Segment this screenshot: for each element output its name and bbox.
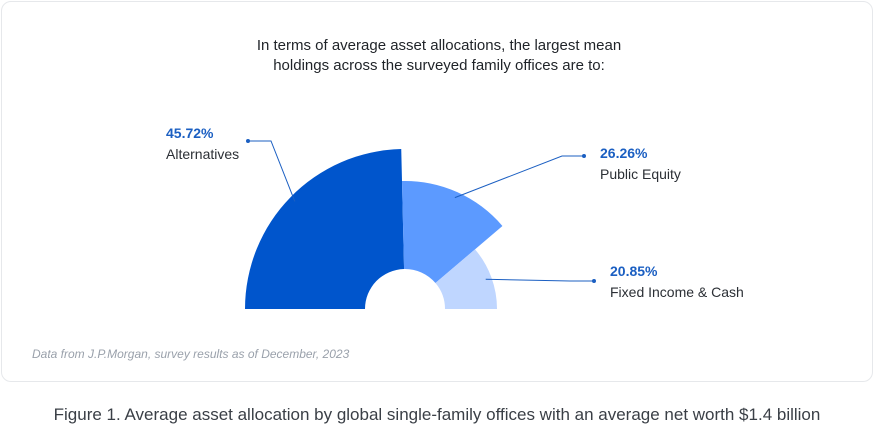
- chart-title: In terms of average asset allocations, t…: [2, 36, 874, 76]
- leader-line: [485, 278, 594, 282]
- leader-dot: [246, 139, 250, 143]
- leader-dot: [582, 154, 586, 158]
- source-note: Data from J.P.Morgan, survey results as …: [32, 347, 350, 361]
- slice-alternatives: [245, 149, 405, 309]
- slice-category-label: Alternatives: [166, 146, 239, 162]
- chart-title-line-2: holdings across the surveyed family offi…: [273, 57, 605, 74]
- leader-line: [454, 155, 584, 199]
- figure-caption: Figure 1. Average asset allocation by gl…: [53, 405, 821, 424]
- leader-dot: [592, 279, 596, 283]
- slice-value-label: 45.72%: [166, 125, 214, 141]
- chart-title-line-1: In terms of average asset allocations, t…: [256, 37, 622, 54]
- slice-value-label: 26.26%: [600, 145, 648, 161]
- slice-value-label: 20.85%: [610, 263, 658, 279]
- slice-category-label: Public Equity: [600, 166, 681, 182]
- slice-fixed-income-cash: [435, 249, 497, 309]
- leader-line: [248, 140, 296, 202]
- slice-public-equity: [401, 181, 503, 284]
- slice-category-label: Fixed Income & Cash: [610, 284, 744, 300]
